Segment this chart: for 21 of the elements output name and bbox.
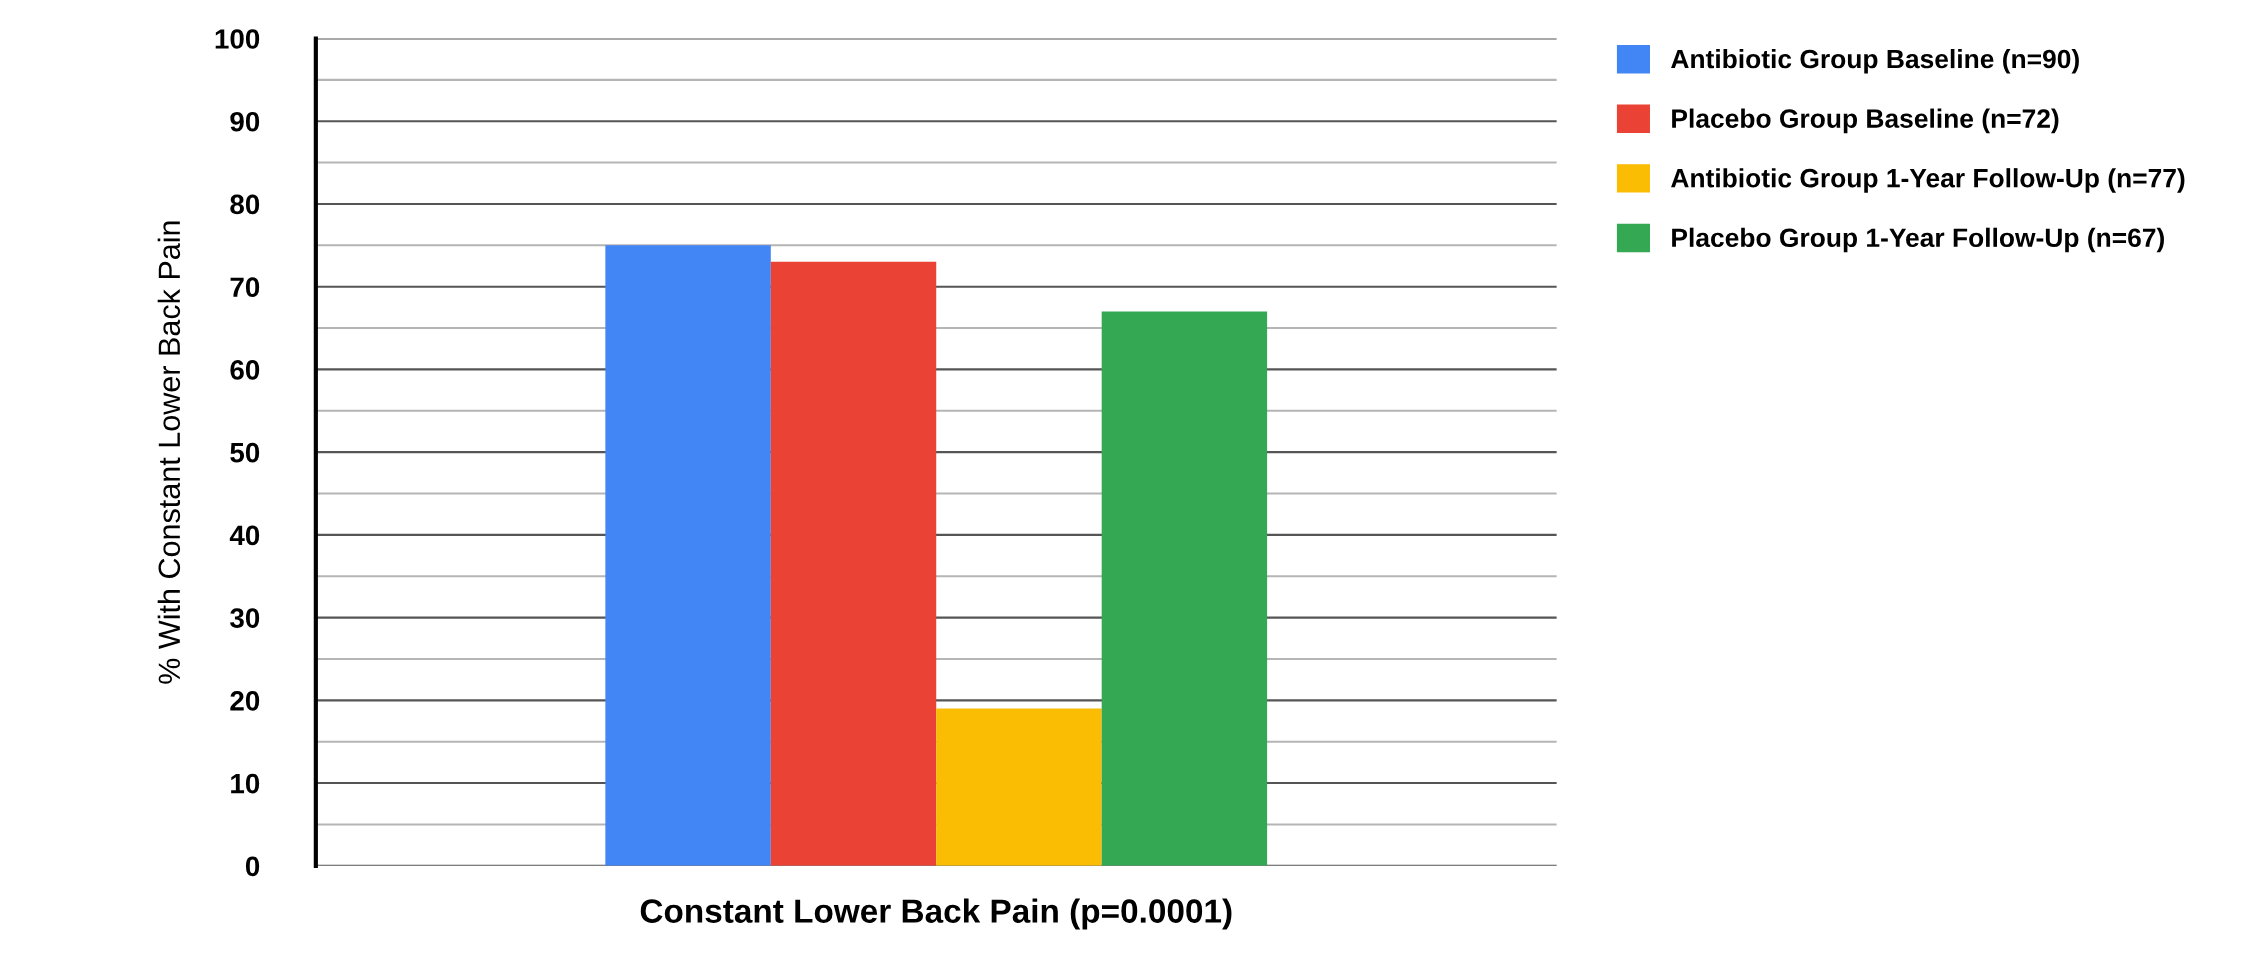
- legend-label: Antibiotic Group Baseline (n=90): [1671, 48, 2079, 74]
- bar: [605, 245, 771, 866]
- y-tick-label: 0: [245, 856, 260, 877]
- legend-label: Placebo Group 1-Year Follow-Up (n=67): [1672, 227, 2164, 253]
- legend-label: Antibiotic Group 1-Year Follow-Up (n=77): [1671, 168, 2185, 193]
- y-tick-label: 50: [230, 442, 260, 463]
- y-tick-label: 80: [230, 194, 260, 215]
- y-axis-title: % With Constant Lower Back Pain: [157, 221, 181, 684]
- bar: [936, 708, 1102, 866]
- x-axis-title: Constant Lower Back Pain (p=0.0001): [640, 898, 1232, 930]
- y-tick-label: 40: [229, 525, 260, 546]
- y-tick-label: 100: [215, 29, 260, 49]
- y-tick-label: 60: [230, 360, 260, 380]
- y-tick-label: 90: [230, 111, 260, 132]
- y-tick-label: 10: [231, 773, 260, 794]
- y-tick-label: 70: [230, 277, 260, 298]
- bar: [1101, 311, 1268, 866]
- y-tick-label: 30: [230, 608, 260, 628]
- legend-label: Placebo Group Baseline (n=72): [1672, 108, 2059, 134]
- y-tick-label: 20: [230, 691, 260, 711]
- bar: [770, 261, 937, 866]
